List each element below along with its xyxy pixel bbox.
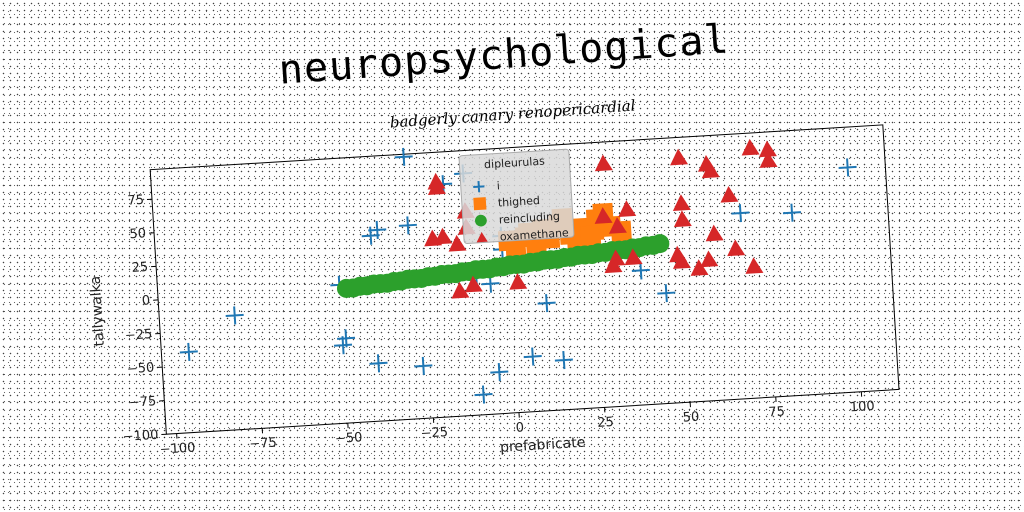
point-triangle bbox=[672, 252, 691, 269]
point-triangle bbox=[476, 231, 488, 243]
x-tick-label: −75 bbox=[249, 435, 277, 452]
point-triangle bbox=[624, 248, 643, 266]
point-plus bbox=[333, 336, 353, 355]
point-triangle bbox=[720, 185, 739, 203]
point-triangle bbox=[451, 281, 470, 299]
point-plus bbox=[369, 354, 388, 373]
x-axis-label: prefabricate bbox=[500, 435, 586, 456]
x-tick-label: −50 bbox=[335, 430, 363, 447]
point-triangle bbox=[594, 207, 613, 224]
point-plus bbox=[179, 342, 198, 362]
y-tick-label: −75 bbox=[129, 394, 157, 411]
point-triangle bbox=[705, 224, 724, 242]
point-triangle bbox=[745, 257, 764, 274]
chart-subtitle: badgerly canary renopericardial bbox=[389, 96, 636, 131]
y-axis-label: tallywalka bbox=[88, 275, 108, 346]
point-triangle bbox=[594, 154, 613, 172]
point-plus bbox=[537, 294, 556, 313]
point-triangle bbox=[670, 148, 689, 166]
point-triangle bbox=[509, 272, 528, 290]
point-triangle bbox=[758, 140, 777, 158]
y-tick-label: −100 bbox=[122, 428, 159, 445]
legend-entry: i bbox=[473, 179, 500, 193]
x-axis: −100 −75 −50 −25 0 25 50 75 100 bbox=[159, 391, 875, 458]
point-plus bbox=[523, 347, 542, 366]
point-circle bbox=[475, 214, 487, 227]
legend-entry: thighed bbox=[473, 194, 540, 211]
x-tick-label: 0 bbox=[515, 420, 524, 435]
point-plus bbox=[368, 220, 387, 239]
point-triangle bbox=[700, 250, 719, 268]
axes-frame bbox=[149, 124, 900, 435]
point-triangle bbox=[690, 259, 709, 276]
point-plus bbox=[225, 306, 244, 325]
legend-entry: oxamethane bbox=[476, 226, 570, 243]
plot-area: −100 −75 −50 −25 0 25 50 75 100 −100 −75 −50 −25 0 25… bbox=[88, 124, 900, 458]
point-plus bbox=[731, 204, 750, 223]
point-plus bbox=[474, 385, 493, 404]
y-tick-label: −25 bbox=[124, 327, 152, 344]
point-triangle bbox=[427, 178, 446, 195]
legend-box bbox=[458, 148, 575, 244]
point-square bbox=[473, 197, 487, 211]
point-triangle bbox=[434, 227, 453, 245]
y-tick-label: 50 bbox=[129, 226, 146, 242]
y-tick-label: −50 bbox=[126, 361, 154, 378]
x-tick-label: −25 bbox=[420, 425, 448, 442]
point-triangle bbox=[741, 138, 760, 156]
x-tick-label: −100 bbox=[159, 440, 196, 457]
point-plus bbox=[490, 363, 509, 382]
point-circle bbox=[650, 234, 670, 254]
point-triangle bbox=[618, 200, 637, 218]
x-tick-label: 50 bbox=[682, 410, 699, 426]
point-plus bbox=[398, 216, 417, 235]
legend-entry-label: thighed bbox=[497, 194, 540, 210]
x-tick-label: 100 bbox=[849, 399, 875, 415]
y-tick-label: 0 bbox=[141, 293, 150, 308]
legend-entry: reincluding bbox=[475, 210, 561, 227]
point-plus bbox=[554, 350, 573, 370]
y-tick-label: 75 bbox=[127, 193, 144, 209]
point-triangle bbox=[464, 275, 483, 293]
y-tick-label: 25 bbox=[131, 260, 148, 276]
point-triangle bbox=[604, 256, 623, 274]
point-triangle bbox=[759, 151, 778, 168]
point-triangle bbox=[448, 234, 467, 252]
point-plus bbox=[657, 284, 676, 303]
point-triangle bbox=[701, 161, 720, 179]
point-plus bbox=[414, 356, 433, 375]
point-plus bbox=[394, 147, 413, 166]
point-square bbox=[580, 225, 602, 247]
point-plus bbox=[782, 203, 802, 222]
x-tick-label: 25 bbox=[597, 415, 614, 431]
point-plus bbox=[631, 261, 650, 280]
point-plus bbox=[838, 158, 857, 177]
point-triangle bbox=[672, 194, 691, 211]
chart-title: neuropsychological bbox=[277, 16, 731, 93]
x-tick-label: 75 bbox=[768, 404, 785, 420]
y-axis: −100 −75 −50 −25 0 25 50 75 bbox=[122, 193, 167, 445]
legend-entry-label: oxamethane bbox=[500, 226, 570, 243]
legend: dipleurulas i thighedreincludingoxamethan… bbox=[458, 148, 575, 244]
legend-entry-label: reincluding bbox=[499, 210, 561, 227]
point-triangle bbox=[727, 239, 746, 257]
point-triangle bbox=[673, 210, 692, 228]
legend-entry-label: i bbox=[496, 179, 500, 192]
legend-title: dipleurulas bbox=[484, 155, 546, 172]
series-oxamethane bbox=[424, 138, 778, 299]
point-plus bbox=[473, 181, 485, 193]
point-triangle bbox=[608, 217, 627, 234]
